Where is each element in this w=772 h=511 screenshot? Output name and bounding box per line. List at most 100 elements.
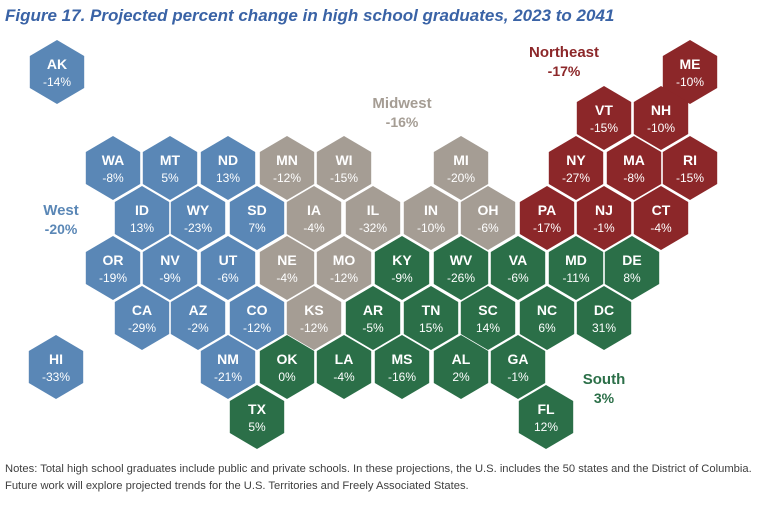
state-value: -12% [243, 321, 271, 335]
state-abbr: KS [304, 302, 323, 318]
state-abbr: CA [132, 302, 152, 318]
notes-line-1: Notes: Total high school graduates inclu… [5, 463, 752, 475]
hex-al: AL 2% [433, 335, 489, 399]
state-abbr: MS [392, 351, 413, 367]
hex-va: VA -6% [490, 236, 546, 300]
hex-dc: DC 31% [576, 286, 632, 350]
state-value: -4% [650, 221, 672, 235]
state-value: -32% [359, 221, 387, 235]
state-value: -12% [300, 321, 328, 335]
hex-shape [345, 186, 401, 250]
hex-shape [576, 86, 632, 150]
hex-shape [576, 186, 632, 250]
state-abbr: NE [277, 252, 296, 268]
state-value: -29% [128, 321, 156, 335]
state-value: -33% [42, 370, 70, 384]
state-abbr: FL [537, 401, 555, 417]
state-abbr: WA [102, 152, 125, 168]
hex-shape [259, 335, 315, 399]
hex-oh: OH -6% [460, 186, 516, 250]
state-value: -8% [623, 171, 645, 185]
state-value: -1% [507, 370, 529, 384]
hex-shape [229, 286, 285, 350]
hex-shape [200, 136, 256, 200]
state-abbr: OR [103, 252, 124, 268]
region-value-west: -20% [45, 221, 78, 237]
hex-shape [548, 236, 604, 300]
state-abbr: MI [453, 152, 469, 168]
hex-shape [518, 385, 574, 449]
figure-title: Figure 17. Projected percent change in h… [5, 6, 615, 25]
state-value: -21% [214, 370, 242, 384]
hex-vt: VT -15% [576, 86, 632, 150]
hex-wi: WI -15% [316, 136, 372, 200]
hex-shape [433, 236, 489, 300]
state-abbr: KY [392, 252, 412, 268]
hex-ks: KS -12% [286, 286, 342, 350]
hex-shape [28, 335, 84, 399]
state-value: -19% [99, 271, 127, 285]
hex-nm: NM -21% [200, 335, 256, 399]
hex-ri: RI -15% [662, 136, 718, 200]
state-abbr: CO [247, 302, 268, 318]
state-value: -11% [562, 271, 589, 285]
state-value: 12% [534, 420, 558, 434]
hex-ms: MS -16% [374, 335, 430, 399]
hex-shape [403, 186, 459, 250]
hex-shape [519, 286, 575, 350]
state-abbr: AZ [189, 302, 208, 318]
hex-az: AZ -2% [170, 286, 226, 350]
hex-shape [200, 236, 256, 300]
state-value: 13% [216, 171, 240, 185]
state-value: -16% [388, 370, 416, 384]
state-abbr: MN [276, 152, 298, 168]
state-abbr: AK [47, 56, 67, 72]
state-abbr: AL [452, 351, 471, 367]
state-value: -10% [417, 221, 445, 235]
region-value-south: 3% [594, 390, 615, 406]
state-value: 7% [248, 221, 266, 235]
hex-shape [604, 236, 660, 300]
state-abbr: PA [538, 202, 556, 218]
hex-ca: CA -29% [114, 286, 170, 350]
state-abbr: ME [680, 56, 701, 72]
state-abbr: WI [335, 152, 352, 168]
state-abbr: VA [509, 252, 527, 268]
state-abbr: IA [307, 202, 321, 218]
state-abbr: NH [651, 102, 671, 118]
hex-shape [85, 136, 141, 200]
state-value: -9% [159, 271, 181, 285]
state-value: 5% [248, 420, 266, 434]
state-abbr: IL [367, 202, 380, 218]
state-abbr: NC [537, 302, 557, 318]
state-abbr: NV [160, 252, 180, 268]
state-value: -4% [333, 370, 355, 384]
hex-il: IL -32% [345, 186, 401, 250]
state-value: -4% [303, 221, 325, 235]
hex-mo: MO -12% [316, 236, 372, 300]
hex-shape [548, 136, 604, 200]
hex-tn: TN 15% [403, 286, 459, 350]
hex-shape [576, 286, 632, 350]
state-value: 2% [452, 370, 470, 384]
hex-shape [316, 335, 372, 399]
state-abbr: TX [248, 401, 267, 417]
hex-shape [229, 385, 285, 449]
state-value: -6% [477, 221, 499, 235]
hex-mn: MN -12% [259, 136, 315, 200]
hex-shape [374, 236, 430, 300]
hex-shape [460, 286, 516, 350]
state-abbr: OH [478, 202, 499, 218]
state-value: -6% [217, 271, 239, 285]
hex-md: MD -11% [548, 236, 604, 300]
state-abbr: WY [187, 202, 210, 218]
state-abbr: RI [683, 152, 697, 168]
state-value: -12% [330, 271, 358, 285]
hex-hi: HI -33% [28, 335, 84, 399]
region-value-northeast: -17% [548, 63, 581, 79]
hex-shape [374, 335, 430, 399]
hex-shape [633, 86, 689, 150]
state-value: -10% [676, 75, 704, 89]
hex-tx: TX 5% [229, 385, 285, 449]
hex-mt: MT 5% [142, 136, 198, 200]
